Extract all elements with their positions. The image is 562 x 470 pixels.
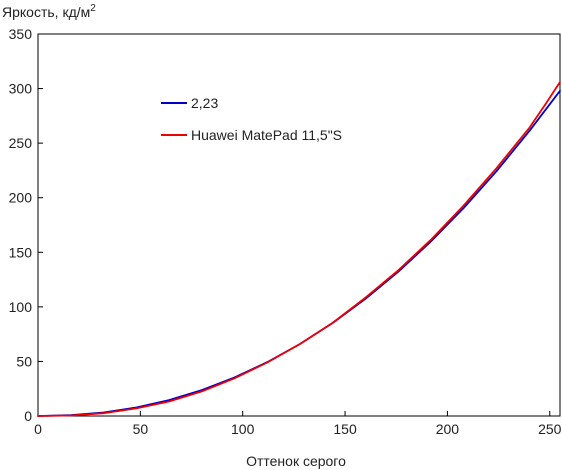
x-tick-label: 100 xyxy=(231,421,255,437)
y-tick-label: 100 xyxy=(9,299,33,315)
legend: 2,23 Huawei MatePad 11,5"S xyxy=(161,95,342,143)
legend-label-1: 2,23 xyxy=(191,95,218,111)
x-axis-title: Оттенок серого xyxy=(246,453,346,469)
y-tick-label: 300 xyxy=(9,81,33,97)
y-tick-label: 350 xyxy=(9,26,33,42)
y-tick-label: 250 xyxy=(9,135,33,151)
y-axis-title: Яркость, кд/м2 xyxy=(2,3,96,20)
x-tick-label: 50 xyxy=(133,421,149,437)
axis-ticks: 0 50 100 150 200 250 0 50 100 150 200 250 300 350 xyxy=(9,26,562,437)
x-tick-label: 150 xyxy=(333,421,357,437)
x-tick-label: 0 xyxy=(34,421,42,437)
y-axis-title-text: Яркость, кд/м xyxy=(2,4,90,20)
series-line-2 xyxy=(37,81,561,417)
y-tick-label: 150 xyxy=(9,244,33,260)
svg-text:Яркость, кд/м2: Яркость, кд/м2 xyxy=(2,3,96,20)
y-tick-label: 50 xyxy=(16,353,32,369)
x-tick-label: 200 xyxy=(436,421,460,437)
plot-frame xyxy=(37,33,561,417)
x-tick-label: 250 xyxy=(538,421,562,437)
legend-label-2: Huawei MatePad 11,5"S xyxy=(191,127,342,143)
y-axis-title-superscript: 2 xyxy=(90,3,96,14)
series-layer xyxy=(37,81,561,417)
y-tick-label: 0 xyxy=(24,408,32,424)
y-tick-label: 200 xyxy=(9,190,33,206)
